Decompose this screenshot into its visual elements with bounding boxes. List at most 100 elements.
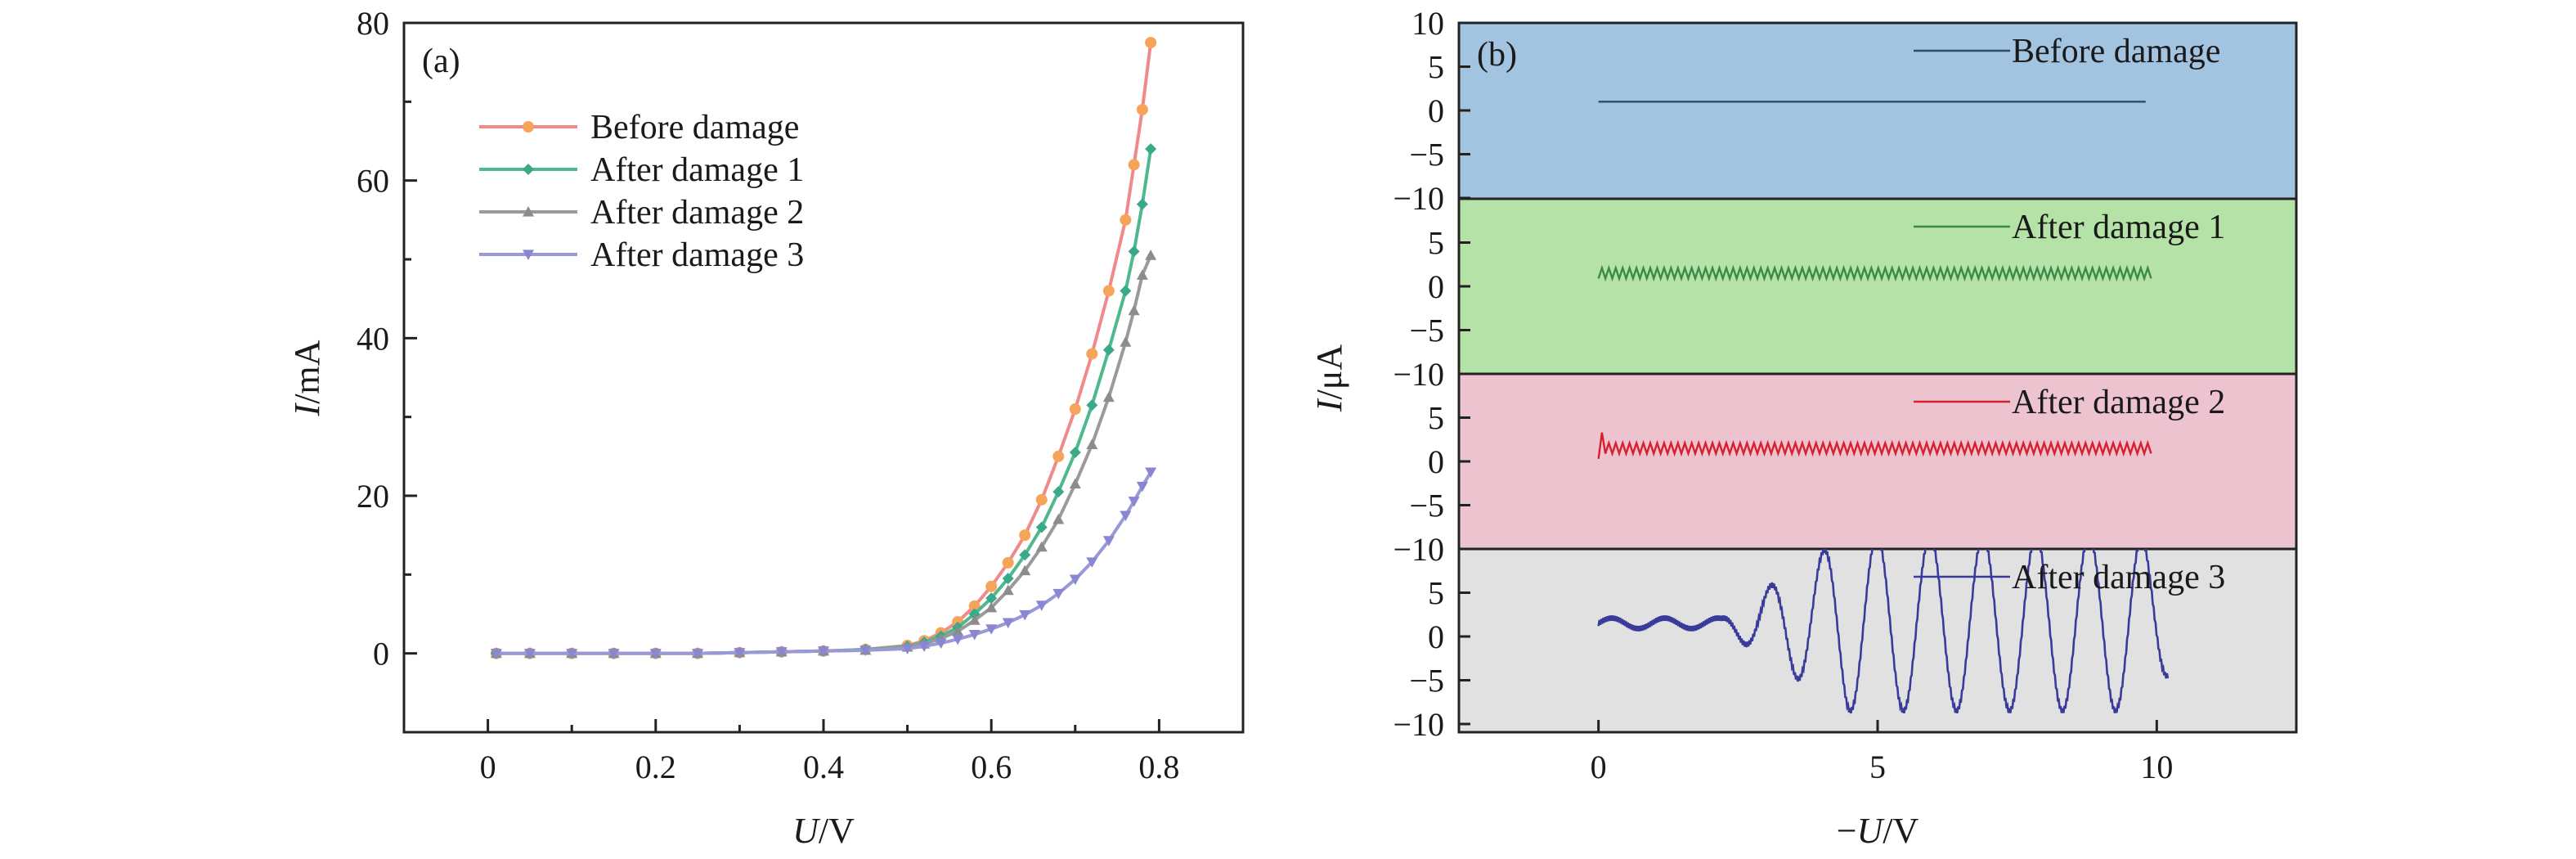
legend-marker-after-damage-3	[523, 250, 534, 260]
point-after-damage-3	[490, 649, 502, 659]
point-after-damage-3	[1069, 574, 1081, 586]
panel-a-x-axis-label: U/V	[792, 811, 855, 851]
panel-b-x-axis-label: −U/V	[1837, 811, 1919, 851]
point-after-damage-1	[1128, 245, 1140, 258]
legend-label-after-damage-1: After damage 1	[590, 151, 804, 189]
legend-marker-before-damage	[523, 121, 534, 133]
subplot-after-damage-3: 5 0 −5 −10 After damage 3	[1393, 547, 2296, 743]
point-before-damage	[1035, 493, 1048, 506]
subplot-y-tick-label: 0	[1428, 268, 1444, 305]
subplot-y-tick-label: −5	[1409, 663, 1444, 699]
line-after-damage-1	[1597, 264, 2152, 282]
point-before-damage	[1069, 403, 1081, 416]
subplot-after-damage-2: 5 0 −5 −10 After damage 2	[1393, 372, 2296, 568]
panel-a-y-axis-label: I/mA	[287, 340, 327, 416]
point-after-damage-3	[859, 645, 872, 656]
point-after-damage-3	[901, 644, 913, 654]
point-after-damage-2	[1069, 478, 1081, 489]
subplot-y-tick-label: 5	[1428, 225, 1444, 262]
panel-a-y-label-var: I	[287, 402, 327, 416]
point-after-damage-1	[985, 592, 998, 605]
point-before-damage	[1019, 529, 1031, 542]
panel-a-y-label-unit: /mA	[287, 340, 327, 403]
point-after-damage-2	[1002, 584, 1014, 596]
point-after-damage-1	[1120, 285, 1132, 297]
point-before-damage	[1145, 37, 1157, 49]
panel-a-y-tick-label: 40	[357, 320, 389, 357]
subplot-y-tick-label: 10	[1411, 5, 1444, 42]
line-after-damage-3	[1597, 549, 2170, 714]
panel-a-tag: (a)	[422, 43, 460, 80]
subplot-background-after-damage-2	[1459, 374, 2296, 548]
point-after-damage-1	[1102, 344, 1115, 356]
panel-b-y-label-var: I	[1309, 398, 1349, 412]
point-before-damage	[1128, 159, 1140, 171]
legend-label-after-damage-3: After damage 3	[590, 236, 804, 274]
point-after-damage-2	[985, 601, 998, 613]
point-before-damage	[1102, 285, 1115, 297]
point-after-damage-2	[968, 614, 981, 625]
panel-a-x-tick-label: 0.6	[971, 749, 1012, 785]
point-before-damage	[1002, 556, 1014, 569]
point-after-damage-3	[608, 649, 620, 659]
panel-b-stack: 10 5 0 −5 −10 Before damage 5 0 −5 −10 After damag…	[1393, 5, 2296, 743]
point-after-damage-3	[952, 634, 964, 645]
panel-a-y-tick-label: 0	[373, 636, 389, 672]
legend-item-after-damage-2: After damage 2	[479, 194, 804, 232]
point-after-damage-3	[649, 649, 662, 659]
point-after-damage-3	[968, 629, 981, 641]
point-after-damage-2	[1019, 564, 1031, 576]
point-before-damage	[968, 600, 981, 612]
subplot-y-tick-label: 0	[1428, 443, 1444, 480]
point-after-damage-2	[1128, 304, 1140, 316]
panel-b-x-label-prefix: −	[1837, 811, 1857, 851]
panel-a-series	[490, 37, 1157, 659]
legend-item-after-damage-1: After damage 1	[479, 151, 804, 189]
panel-b-x-label-var: U	[1857, 811, 1886, 851]
panel-b-tag: (b)	[1477, 36, 1517, 74]
point-after-damage-3	[1120, 510, 1132, 522]
point-after-damage-2	[952, 625, 964, 636]
panel-b-x-ticks: 0 5 10	[1591, 720, 2173, 785]
subplot-y-tick-label: −10	[1393, 531, 1444, 568]
subplot-after-damage-1: 5 0 −5 −10 After damage 1	[1393, 197, 2296, 393]
point-after-damage-1	[1145, 143, 1157, 155]
point-after-damage-2	[1145, 250, 1157, 260]
panel-a-ticks: 0 0.2 0.4 0.6 0.8 0 20 40 60 80	[357, 5, 1179, 785]
point-after-damage-3	[1128, 497, 1140, 507]
legend-label-after-damage-3: After damage 3	[2012, 559, 2225, 596]
panel-a-x-label-unit: /V	[819, 811, 855, 851]
point-after-damage-2	[1086, 438, 1098, 449]
panel-b-x-tick-label: 5	[1869, 749, 1886, 785]
subplot-y-tick-label: −10	[1393, 180, 1444, 217]
panel-b-y-label-unit: /μA	[1309, 344, 1349, 400]
point-after-damage-3	[935, 638, 947, 650]
point-after-damage-2	[1035, 541, 1048, 552]
legend-item-after-damage-3: After damage 3	[479, 236, 804, 274]
subplot-y-tick-label: −5	[1409, 488, 1444, 524]
point-after-damage-2	[1102, 391, 1115, 403]
legend-marker-after-damage-1	[523, 164, 534, 175]
subplot-background-after-damage-1	[1459, 199, 2296, 373]
subplot-y-tick-label: −5	[1409, 313, 1444, 349]
panel-a-y-tick-label: 20	[357, 478, 389, 515]
series-after-damage-3	[1597, 549, 2170, 714]
point-after-damage-3	[734, 648, 746, 659]
point-before-damage	[1086, 348, 1098, 360]
point-after-damage-1	[1086, 399, 1098, 412]
series-after-damage-1	[1597, 264, 2152, 282]
subplot-before-damage: 10 5 0 −5 −10 Before damage	[1393, 5, 2296, 217]
point-after-damage-1	[1069, 447, 1081, 459]
panel-a-legend: Before damage After damage 1 After damage …	[479, 109, 804, 274]
series-after-damage-3	[490, 467, 1157, 659]
panel-b-x-tick-label: 0	[1591, 749, 1607, 785]
point-after-damage-1	[1035, 521, 1048, 533]
point-after-damage-3	[1002, 618, 1014, 629]
legend-marker-after-damage-2	[523, 206, 534, 217]
panel-a-x-label-var: U	[792, 811, 821, 851]
point-after-damage-1	[1136, 198, 1148, 210]
subplot-y-tick-label: 0	[1428, 92, 1444, 129]
panel-a-y-tick-label: 60	[357, 163, 389, 200]
panel-b-x-tick-label: 10	[2140, 749, 2173, 785]
